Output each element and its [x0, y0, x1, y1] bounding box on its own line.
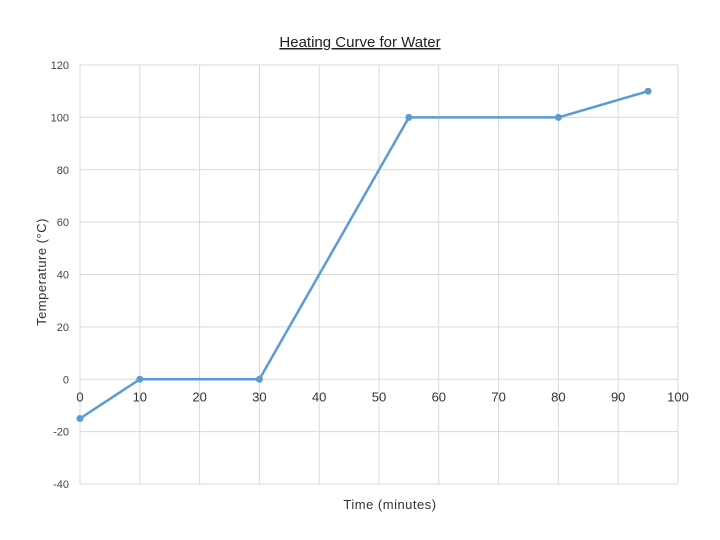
data-point: [136, 375, 144, 383]
x-tick-label: 10: [133, 389, 147, 404]
series-line: [79, 90, 649, 420]
y-tick-label: 0: [63, 374, 69, 386]
y-tick-label: 40: [57, 270, 69, 282]
y-tick-labels: -40 -20 0 20 40 60 80 100 120: [51, 60, 69, 491]
grid: [79, 64, 679, 485]
y-tick-label: 80: [57, 165, 69, 177]
x-tick-labels: 0 10 20 30 40 50 60 70 80 90 100: [76, 389, 688, 404]
data-point: [255, 375, 263, 383]
x-tick-label: 60: [432, 389, 446, 404]
x-tick-label: 0: [76, 389, 83, 404]
data-point: [76, 415, 84, 423]
x-tick-label: 50: [372, 389, 386, 404]
y-tick-label: 60: [57, 217, 69, 229]
y-tick-label: 20: [57, 322, 69, 334]
series: [76, 87, 652, 423]
x-tick-label: 20: [192, 389, 206, 404]
x-tick-label: 80: [551, 389, 565, 404]
y-tick-label: 100: [51, 112, 69, 124]
y-tick-label: -20: [53, 427, 69, 439]
x-tick-label: 90: [611, 389, 625, 404]
data-point: [554, 113, 562, 121]
x-tick-label: 100: [667, 389, 689, 404]
y-tick-label: 120: [51, 60, 69, 72]
y-axis-label: Temperature (°C): [34, 218, 49, 326]
chart-title: Heating Curve for Water: [279, 34, 440, 51]
data-point: [405, 113, 413, 121]
y-tick-label: -40: [53, 479, 69, 491]
x-tick-label: 40: [312, 389, 326, 404]
data-point: [644, 87, 652, 95]
x-tick-label: 70: [491, 389, 505, 404]
x-tick-label: 30: [252, 389, 266, 404]
x-axis-label: Time (minutes): [343, 497, 436, 512]
